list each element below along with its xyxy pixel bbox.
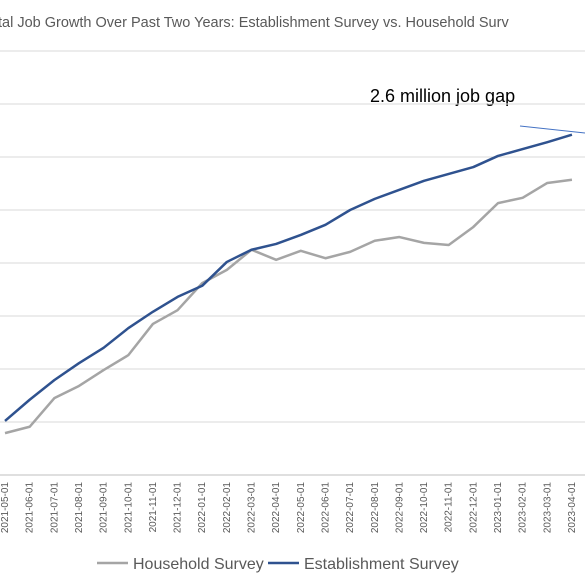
x-tick-label: 2023-01-01 [493,482,504,534]
legend-label: Household Survey [133,556,264,573]
x-tick-label: 2021-06-01 [25,482,36,534]
x-tick-label: 2021-07-01 [49,482,60,534]
x-tick-label: 2022-06-01 [320,482,331,534]
x-tick-label: 2022-05-01 [296,482,307,534]
x-tick-label: 2022-10-01 [419,482,430,534]
x-tick-label: 2021-12-01 [173,482,184,534]
x-tick-label: 2022-11-01 [444,482,455,533]
x-tick-label: 2022-09-01 [394,482,405,534]
annotation-arrow [519,125,585,134]
x-tick-label: 2021-05-01 [0,482,11,534]
x-tick-label: 2022-07-01 [345,482,356,534]
x-tick-label: 2022-12-01 [468,482,479,534]
x-tick-label: 2022-01-01 [197,482,208,534]
x-tick-label: 2021-10-01 [123,482,134,534]
chart-title: tal Job Growth Over Past Two Years: Esta… [0,15,509,31]
x-tick-label: 2022-02-01 [222,482,233,534]
x-tick-label: 2021-08-01 [74,482,85,534]
x-tick-label: 2023-02-01 [518,482,529,534]
x-tick-label: 2022-04-01 [271,482,282,534]
x-tick-label: 2022-08-01 [370,482,381,534]
legend-label: Establishment Survey [304,556,459,573]
series-line [4,133,573,422]
annotation: 2.6 million job gap [370,86,515,106]
x-tick-label: 2022-03-01 [247,482,258,534]
series-line [4,178,573,435]
x-tick-label: 2021-09-01 [99,482,110,534]
x-tick-label: 2021-11-01 [148,482,159,533]
x-tick-label: 2023-04-01 [567,482,578,534]
x-tick-label: 2023-03-01 [542,482,553,534]
